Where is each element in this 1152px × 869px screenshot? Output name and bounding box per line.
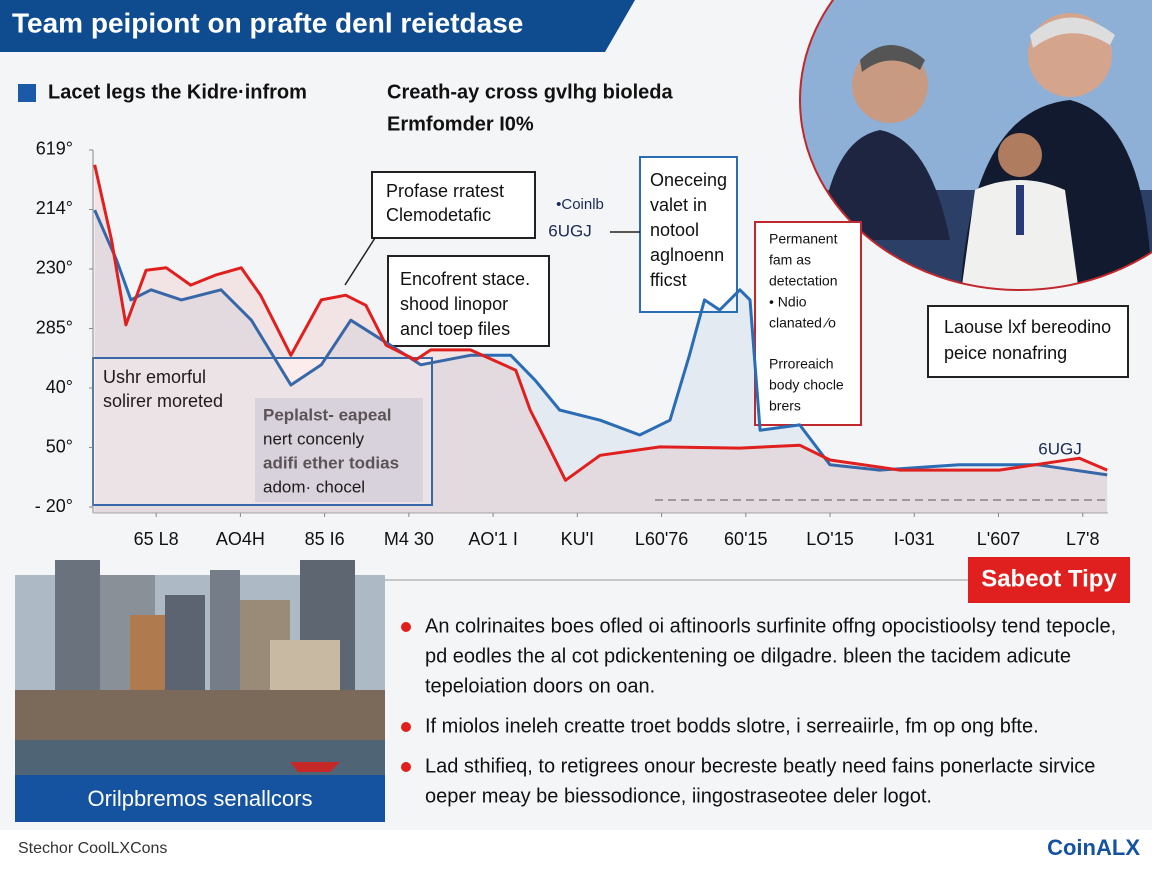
photo-frame <box>799 0 1152 291</box>
series-area <box>94 210 1108 513</box>
x-tick-label: L'607 <box>977 529 1020 549</box>
side-title: Creath-ay cross gvlhg bioleda <box>387 81 674 103</box>
bullet-dot <box>401 762 411 772</box>
bullet-text: pd eodles the al cot pdickentening oe di… <box>425 645 1071 667</box>
x-tick-label: L60'76 <box>635 529 689 549</box>
bullet-dot <box>401 622 411 632</box>
x-tick-label: 65 L8 <box>134 529 179 549</box>
y-tick-label: 214° <box>36 198 73 218</box>
annotation-text: detectation <box>769 273 838 289</box>
x-tick-label: AO'1 I <box>468 529 517 549</box>
bullet-text: Lad sthifieq, to retigrees onour becrest… <box>425 755 1095 777</box>
series-line <box>93 164 1108 482</box>
annotation-text: adifi ether todias <box>263 453 399 472</box>
bullet-text: An colrinaites boes ofled oi aftinoorls … <box>425 615 1116 637</box>
annotation-box <box>387 255 550 347</box>
annotation-text: peice nonafring <box>944 343 1067 363</box>
annotation-text: fam as <box>769 252 811 268</box>
tips-title: Sabeot Tipy <box>981 565 1117 592</box>
page-title: Team peipiont on prafte denl reietdase <box>12 7 523 38</box>
annotation-text: Permanent <box>769 231 838 247</box>
y-tick-label: 285° <box>36 317 73 337</box>
annotation-text: ancl toep files <box>400 319 510 339</box>
photo <box>800 0 1152 290</box>
annotation-text: Prroreaich <box>769 356 834 372</box>
annotation-text: Clemodetafic <box>386 205 491 225</box>
y-tick-label: 50° <box>46 436 73 456</box>
annotation-text: fficst <box>650 270 687 290</box>
x-tick-label: KU'I <box>561 529 594 549</box>
chart-tag: •Coinlb <box>556 196 604 213</box>
annotation-text: Oneceing <box>650 170 727 190</box>
annotation-text: Encofrent stace. <box>400 269 530 289</box>
x-tick-label: LO'15 <box>806 529 853 549</box>
bullet-text: tepeloiation doors on oan. <box>425 675 655 697</box>
bullet-text: If miolos ineleh creatte troet bodds slo… <box>425 715 1039 737</box>
annotation-text: Peplalst- eapeal <box>263 405 392 424</box>
footer-bar <box>0 830 1152 864</box>
annotation-box <box>255 398 423 502</box>
annotation-text: aglnoenn <box>650 245 724 265</box>
bullet-text: oeper meay be biessodionce, iingostraseo… <box>425 785 932 807</box>
annotation-text: • Ndio <box>769 294 807 310</box>
footer-left: Stechor CoolLXCons <box>18 840 167 857</box>
series-area <box>94 164 1108 514</box>
footer-brand: CoinALX <box>1047 835 1140 860</box>
annotation-box <box>754 221 862 426</box>
annotation-text: adom· chocel <box>263 477 365 496</box>
annotation-text: brers <box>769 398 801 414</box>
annotation-text: solirer moreted <box>103 391 223 411</box>
annotation-box <box>371 171 536 239</box>
annotation-text: nert concenly <box>263 429 365 448</box>
series-line <box>93 209 1108 477</box>
annotation-text: Laouse lxf bereodino <box>944 317 1111 337</box>
y-tick-label: 40° <box>46 377 73 397</box>
y-tick-label: 619° <box>36 139 73 159</box>
annotation-text: body chocle <box>769 377 844 393</box>
annotation-text: clanated ∕o <box>769 315 836 331</box>
x-tick-label: M4 30 <box>384 529 434 549</box>
pointer <box>344 237 376 286</box>
legend-square <box>18 84 36 102</box>
x-tick-label: AO4H <box>216 529 265 549</box>
annotation-text: valet in <box>650 195 707 215</box>
y-tick-label: 230° <box>36 258 73 278</box>
annotation-text: Profase rratest <box>386 181 504 201</box>
y-tick-label: - 20° <box>35 496 73 516</box>
title-bar <box>0 0 635 52</box>
annotation-text: notool <box>650 220 699 240</box>
x-tick-label: L7'8 <box>1066 529 1099 549</box>
x-tick-label: I-031 <box>894 529 935 549</box>
x-tick-label: 60'15 <box>724 529 767 549</box>
side-title: Ermfomder I0% <box>387 113 534 135</box>
bullet-dot <box>401 722 411 732</box>
annotation-box <box>639 156 738 313</box>
chart-tag: 6UGJ <box>1038 439 1081 458</box>
photo-caption: Orilpbremos senallcors <box>88 786 313 811</box>
annotation-text: Ushr emorful <box>103 367 206 387</box>
chart-subtitle: Lacet legs the Kidre·infrom <box>48 81 307 103</box>
annotation-text: shood linopor <box>400 294 508 314</box>
tips-header <box>968 557 1130 603</box>
x-tick-label: 85 I6 <box>305 529 345 549</box>
city-photo <box>15 560 385 822</box>
annotation-box <box>927 305 1129 378</box>
chart-tag: 6UGJ <box>548 221 591 240</box>
